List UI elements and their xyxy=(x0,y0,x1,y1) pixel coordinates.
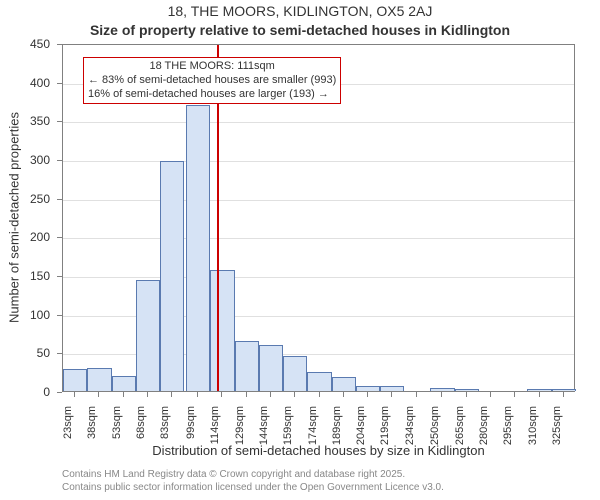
gridline xyxy=(63,122,574,123)
annotation-larger: 16% of semi-detached houses are larger (… xyxy=(88,88,336,102)
histogram-bar xyxy=(552,389,576,391)
gridline xyxy=(63,277,574,278)
histogram-bar xyxy=(235,341,259,391)
annotation-box: 18 THE MOORS: 111sqm ← 83% of semi-detac… xyxy=(83,57,341,104)
y-tick-label: 50 xyxy=(0,346,50,360)
histogram-bar xyxy=(210,270,234,391)
x-tick-mark xyxy=(367,392,368,397)
histogram-bar xyxy=(112,376,136,391)
x-tick-mark xyxy=(98,392,99,397)
y-tick-label: 0 xyxy=(0,385,50,399)
x-tick-mark xyxy=(246,392,247,397)
footer-line2: Contains public sector information licen… xyxy=(62,481,444,494)
gridline xyxy=(63,200,574,201)
histogram-bar xyxy=(259,345,283,391)
x-tick-mark xyxy=(221,392,222,397)
y-tick-label: 150 xyxy=(0,269,50,283)
annotation-smaller: ← 83% of semi-detached houses are smalle… xyxy=(88,74,336,88)
x-tick-mark xyxy=(563,392,564,397)
x-tick-mark xyxy=(391,392,392,397)
x-tick-mark xyxy=(123,392,124,397)
x-tick-mark xyxy=(294,392,295,397)
x-tick-mark xyxy=(319,392,320,397)
x-tick-mark xyxy=(197,392,198,397)
footer-line1: Contains HM Land Registry data © Crown c… xyxy=(62,468,444,481)
gridline xyxy=(63,238,574,239)
histogram-bar xyxy=(186,105,210,391)
x-tick-mark xyxy=(514,392,515,397)
y-tick-label: 400 xyxy=(0,76,50,90)
histogram-bar xyxy=(356,386,380,391)
plot-area: 18 THE MOORS: 111sqm ← 83% of semi-detac… xyxy=(62,44,575,392)
y-tick-label: 100 xyxy=(0,308,50,322)
y-tick-label: 200 xyxy=(0,230,50,244)
x-axis-label: Distribution of semi-detached houses by … xyxy=(62,443,575,458)
x-tick-mark xyxy=(466,392,467,397)
y-tick-label: 450 xyxy=(0,37,50,51)
histogram-bar xyxy=(380,386,404,391)
histogram-bar xyxy=(283,356,307,391)
histogram-bar xyxy=(332,377,356,391)
y-axis-label: Number of semi-detached properties xyxy=(7,108,22,328)
x-tick-mark xyxy=(441,392,442,397)
x-tick-mark xyxy=(539,392,540,397)
x-tick-mark xyxy=(416,392,417,397)
x-tick-mark xyxy=(147,392,148,397)
histogram-bar xyxy=(63,369,87,391)
chart-title-line1: 18, THE MOORS, KIDLINGTON, OX5 2AJ xyxy=(0,0,600,21)
annotation-title: 18 THE MOORS: 111sqm xyxy=(88,60,336,74)
y-tick-label: 250 xyxy=(0,192,50,206)
x-tick-mark xyxy=(490,392,491,397)
histogram-bar xyxy=(87,368,111,391)
gridline xyxy=(63,161,574,162)
footer-attribution: Contains HM Land Registry data © Crown c… xyxy=(62,468,444,494)
y-tick-label: 350 xyxy=(0,114,50,128)
chart-title-line2: Size of property relative to semi-detach… xyxy=(0,21,600,40)
histogram-bar xyxy=(455,389,479,391)
histogram-chart: 18, THE MOORS, KIDLINGTON, OX5 2AJ Size … xyxy=(0,0,600,500)
x-tick-mark xyxy=(171,392,172,397)
x-tick-mark xyxy=(343,392,344,397)
histogram-bar xyxy=(160,161,184,391)
y-tick-mark xyxy=(57,392,62,393)
x-tick-mark xyxy=(270,392,271,397)
histogram-bar xyxy=(527,389,551,391)
y-tick-label: 300 xyxy=(0,153,50,167)
histogram-bar xyxy=(136,280,160,391)
x-tick-mark xyxy=(74,392,75,397)
histogram-bar xyxy=(307,372,331,391)
histogram-bar xyxy=(430,388,454,391)
